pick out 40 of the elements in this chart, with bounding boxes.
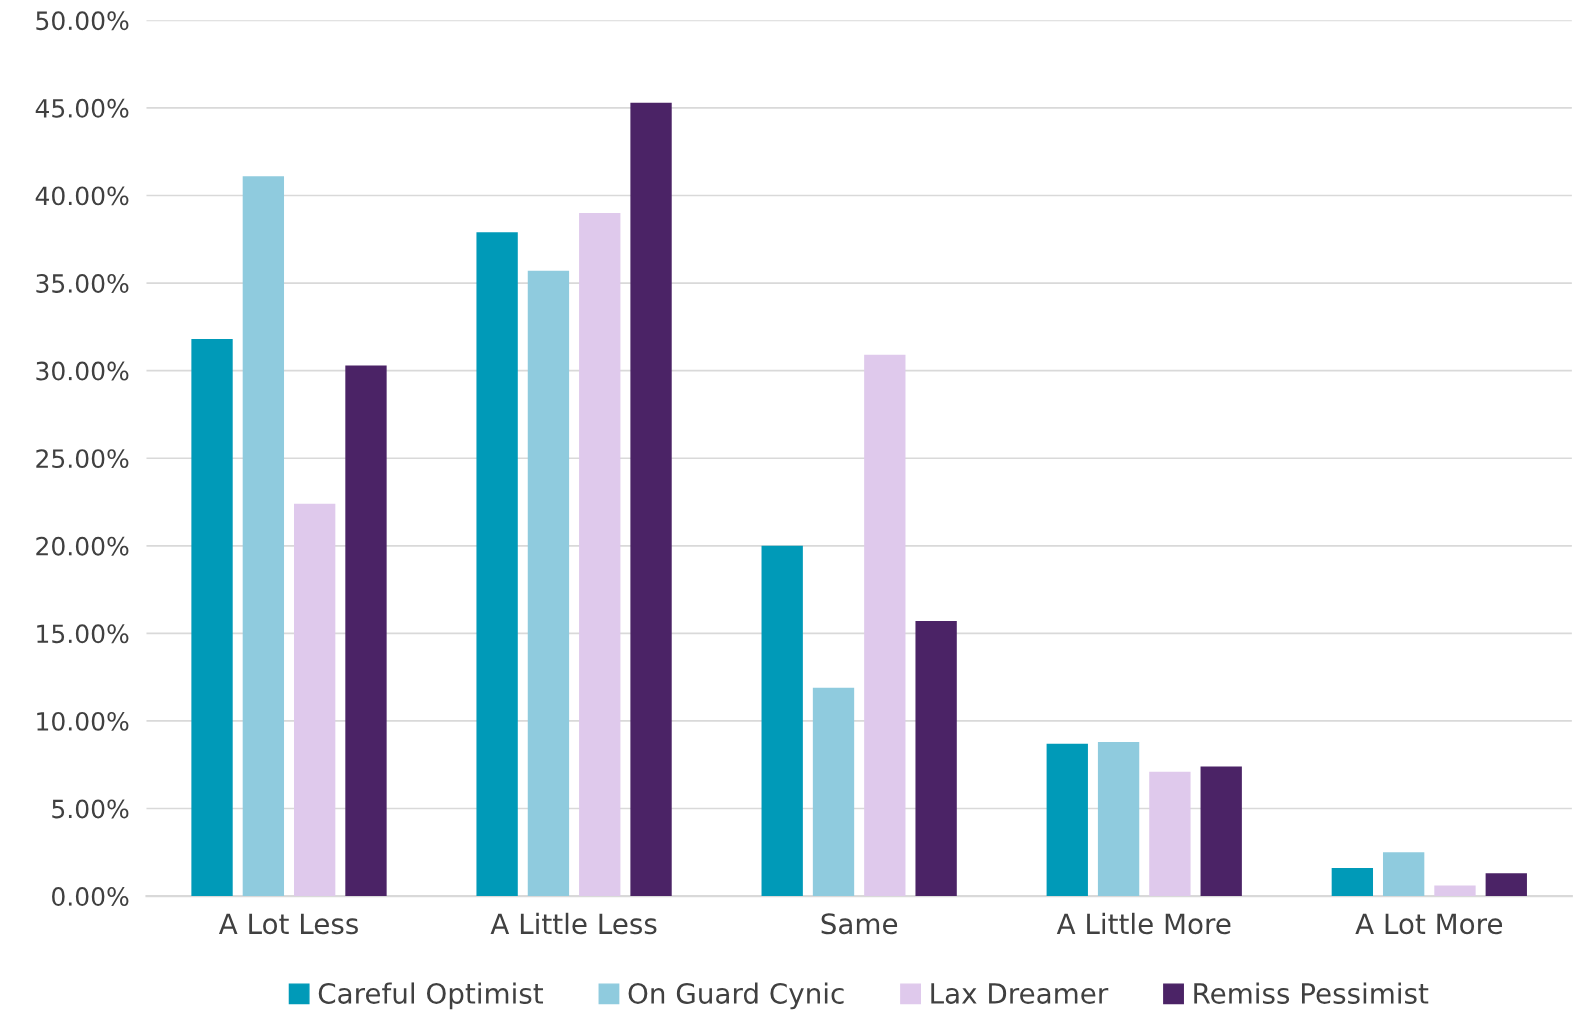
x-tick-label: A Lot More bbox=[1355, 913, 1503, 935]
bar bbox=[1046, 743, 1088, 897]
bar bbox=[527, 270, 570, 897]
y-tick-label: 35.00% bbox=[36, 274, 129, 293]
bar bbox=[812, 687, 855, 897]
bar bbox=[761, 545, 803, 897]
legend-label: On Guard Cynic bbox=[628, 982, 844, 1010]
legend-label: Careful Optimist bbox=[318, 982, 544, 1010]
y-tick-label: 5.00% bbox=[52, 799, 129, 819]
bar bbox=[1097, 741, 1140, 897]
y-tick-label: 0.00% bbox=[52, 887, 129, 906]
legend-label: Remiss Pessimist bbox=[1194, 982, 1429, 1004]
x-tick-label: A Lot Less bbox=[218, 913, 358, 935]
y-tick-label: 45.00% bbox=[35, 98, 129, 118]
bar bbox=[915, 621, 957, 897]
bar bbox=[1485, 873, 1527, 897]
bar bbox=[579, 212, 621, 897]
y-tick-label: 10.00% bbox=[37, 711, 129, 731]
y-tick-label: 40.00% bbox=[35, 186, 129, 206]
bar bbox=[1149, 771, 1191, 897]
bar bbox=[630, 102, 672, 897]
x-tick-label: Same bbox=[821, 913, 898, 935]
y-tick-label: 20.00% bbox=[36, 536, 129, 556]
bar bbox=[242, 176, 285, 897]
bar bbox=[294, 503, 336, 897]
y-tick-label: 25.00% bbox=[36, 449, 129, 469]
legend-label: Lax Dreamer bbox=[931, 983, 1109, 1004]
x-tick-label: A Little More bbox=[1056, 912, 1231, 935]
x-tick-label: A Little Less bbox=[490, 912, 657, 935]
bar bbox=[1200, 766, 1242, 897]
bar bbox=[1382, 852, 1425, 897]
bar bbox=[1331, 868, 1374, 897]
bar bbox=[864, 354, 906, 897]
bar bbox=[191, 339, 233, 897]
y-tick-label: 15.00% bbox=[37, 624, 129, 644]
bar bbox=[345, 365, 387, 897]
y-tick-label: 30.00% bbox=[36, 361, 129, 381]
bar bbox=[1434, 885, 1476, 897]
y-tick-label: 50.00% bbox=[36, 11, 129, 31]
bar bbox=[476, 232, 518, 897]
